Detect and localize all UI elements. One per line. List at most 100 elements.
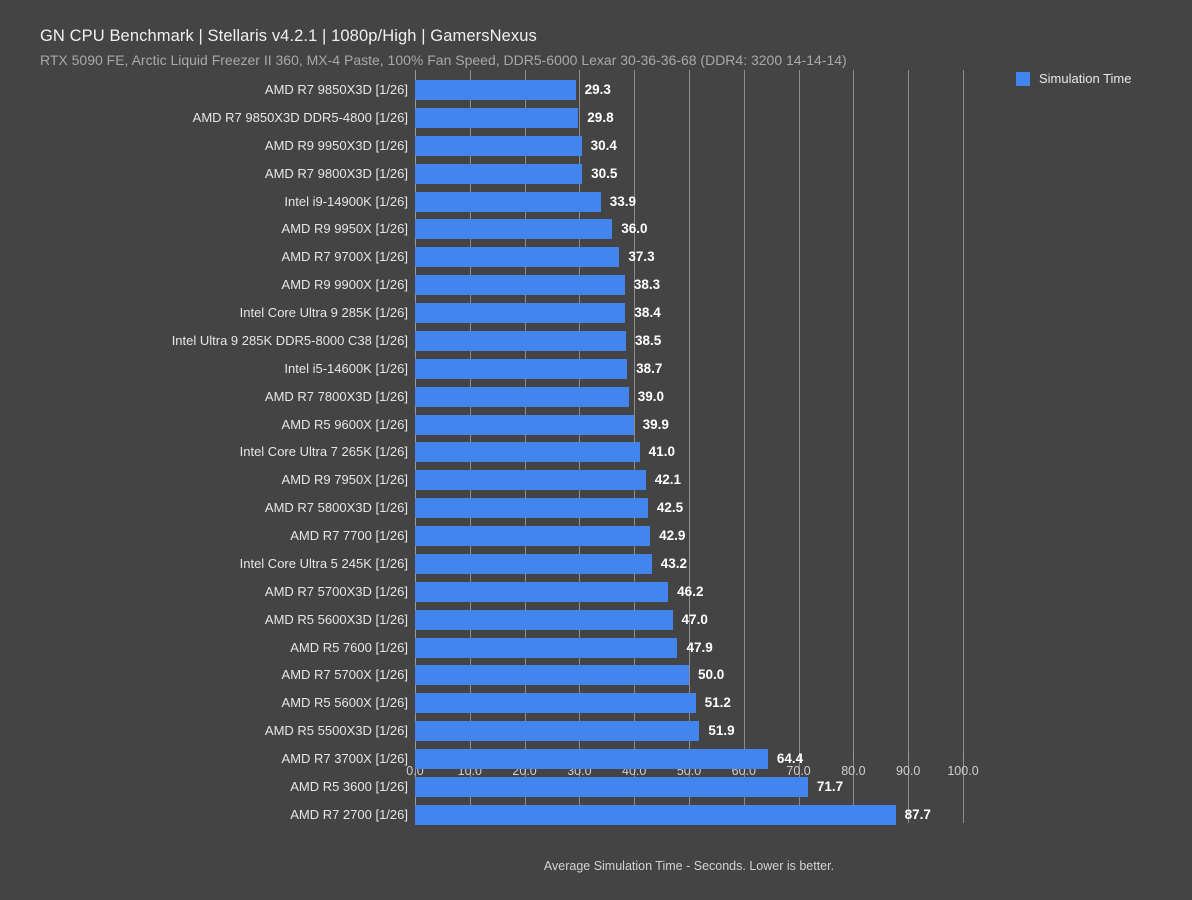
bar-simulation-time (415, 749, 768, 770)
bar-simulation-time (415, 80, 576, 100)
bar-simulation-time (415, 247, 620, 268)
chart-row: Intel Core Ultra 5 245K [1/26] 43.2 (0, 553, 1192, 574)
chart-row: AMD R5 3600 [1/26] 71.7 (0, 777, 1192, 797)
category-label: AMD R7 2700 [1/26] (290, 806, 408, 822)
legend-label-simulation-time: Simulation Time (1039, 71, 1132, 86)
chart-row: AMD R9 7950X [1/26] 42.1 (0, 470, 1192, 491)
category-label: AMD R7 9700X [1/26] (281, 249, 408, 265)
chart-row: AMD R7 5700X [1/26] 50.0 (0, 665, 1192, 686)
bar-simulation-time (415, 804, 896, 825)
chart-row: Intel Ultra 9 285K DDR5-8000 C38 [1/26] 3… (0, 330, 1192, 351)
bar-value-label: 29.8 (587, 109, 614, 125)
bar-simulation-time (415, 693, 696, 714)
bar-value-label: 87.7 (904, 806, 931, 822)
category-label: AMD R7 7800X3D [1/26] (264, 388, 408, 404)
category-label: AMD R7 9850X3D [1/26] (264, 82, 408, 97)
chart-row: AMD R5 7600 [1/26] 47.9 (0, 637, 1192, 658)
chart-row: Intel i5-14600K [1/26] 38.7 (0, 358, 1192, 379)
gridline-70.0 (798, 70, 800, 823)
bar-simulation-time (415, 470, 646, 491)
chart-row: AMD R7 9850X3D [1/26] 29.3 (0, 80, 1192, 100)
chart-row: Intel Core Ultra 7 265K [1/26] 41.0 (0, 442, 1192, 463)
bar-simulation-time (415, 414, 634, 435)
category-label: AMD R9 9900X [1/26] (281, 277, 408, 293)
bar-value-label: 42.1 (654, 472, 681, 488)
category-label: Intel Ultra 9 285K DDR5-8000 C38 [1/26] (171, 332, 408, 348)
gridline-60.0 (743, 70, 745, 823)
bar-value-label: 46.2 (677, 583, 704, 599)
gridline-90.0 (908, 70, 910, 823)
bar-value-label: 43.2 (660, 555, 688, 571)
category-label: AMD R7 5700X [1/26] (281, 667, 408, 683)
category-label: AMD R9 7950X [1/26] (281, 472, 408, 488)
chart-row: AMD R7 7700 [1/26] 42.9 (0, 526, 1192, 547)
bar-simulation-time (415, 303, 626, 324)
bar-simulation-time (415, 163, 583, 184)
bar-simulation-time (415, 275, 625, 296)
bar-simulation-time (415, 665, 689, 686)
category-label: Intel Core Ultra 7 265K [1/26] (239, 444, 408, 460)
category-label: AMD R5 3600 [1/26] (290, 779, 408, 794)
gridline-50.0 (689, 70, 690, 823)
category-label: AMD R7 5700X3D [1/26] (264, 583, 408, 599)
category-label: Intel i9-14900K [1/26] (284, 193, 408, 209)
bar-value-label: 38.5 (634, 332, 662, 348)
chart-row: AMD R9 9950X [1/26] 36.0 (0, 219, 1192, 240)
chart-row: AMD R7 5800X3D [1/26] 42.5 (0, 498, 1192, 519)
category-label: AMD R7 9800X3D [1/26] (264, 165, 408, 181)
chart-row: AMD R9 9950X3D [1/26] 30.4 (0, 135, 1192, 156)
chart-row: AMD R5 9600X [1/26] 39.9 (0, 414, 1192, 435)
chart-subtitle: RTX 5090 FE, Arctic Liquid Freezer II 36… (40, 52, 847, 68)
bar-simulation-time (415, 777, 808, 797)
chart-row: AMD R7 9700X [1/26] 37.3 (0, 247, 1192, 268)
chart-row: AMD R5 5600X [1/26] 51.2 (0, 693, 1192, 714)
category-label: AMD R7 5800X3D [1/26] (264, 500, 408, 516)
tickmark-70.0 (798, 753, 800, 760)
x-tick-label: 90.0 (896, 764, 921, 778)
bar-value-label: 42.9 (659, 528, 686, 544)
chart-row: AMD R7 9800X3D [1/26] 30.5 (0, 163, 1192, 184)
chart-row: AMD R7 7800X3D [1/26] 39.0 (0, 386, 1192, 407)
chart-title: GN CPU Benchmark | Stellaris v4.2.1 | 10… (40, 27, 537, 45)
bar-value-label: 41.0 (648, 444, 675, 460)
bar-value-label: 38.3 (633, 277, 661, 293)
category-label: AMD R5 5600X [1/26] (281, 695, 408, 711)
legend-color-swatch-simulation-time (1016, 71, 1030, 86)
category-label: AMD R5 5500X3D [1/26] (264, 723, 408, 739)
bar-value-label: 37.3 (628, 249, 655, 265)
bar-value-label: 47.9 (686, 639, 713, 655)
bar-simulation-time (415, 498, 648, 519)
tickmark-80.0 (853, 753, 855, 760)
chart-row: AMD R7 5700X3D [1/26] 46.2 (0, 581, 1192, 602)
x-tick-label: 100.0 (947, 764, 979, 778)
bar-simulation-time (415, 330, 626, 351)
x-tick-label: 70.0 (786, 764, 811, 778)
bar-value-label: 51.2 (704, 695, 731, 711)
bar-simulation-time (415, 358, 628, 379)
chart-row: AMD R9 9900X [1/26] 38.3 (0, 275, 1192, 296)
category-label: AMD R9 9950X3D [1/26] (264, 137, 408, 153)
bar-value-label: 42.5 (656, 500, 684, 516)
bar-value-label: 50.0 (698, 667, 725, 683)
chart-row: AMD R7 2700 [1/26] 87.7 (0, 804, 1192, 825)
bar-value-label: 39.0 (637, 388, 664, 404)
bar-value-label: 38.4 (634, 305, 661, 321)
category-label: AMD R7 3700X [1/26] (281, 751, 408, 767)
bar-value-label: 29.3 (584, 82, 611, 97)
tickmark-100.0 (963, 753, 964, 760)
bar-simulation-time (415, 386, 629, 407)
bar-value-label: 64.4 (776, 751, 804, 767)
bar-value-label: 36.0 (621, 221, 648, 237)
bar-simulation-time (415, 219, 613, 240)
bar-value-label: 38.7 (636, 360, 663, 376)
bar-simulation-time (415, 107, 579, 128)
bar-value-label: 39.9 (642, 416, 669, 432)
gridline-80.0 (853, 70, 855, 823)
bar-simulation-time (415, 135, 582, 156)
category-label: AMD R9 9950X [1/26] (281, 221, 408, 237)
chart-row: AMD R5 5500X3D [1/26] 51.9 (0, 721, 1192, 742)
chart-legend: Simulation Time (1016, 71, 1131, 86)
x-axis-title: Average Simulation Time - Seconds. Lower… (543, 859, 835, 873)
bar-simulation-time (415, 191, 601, 212)
